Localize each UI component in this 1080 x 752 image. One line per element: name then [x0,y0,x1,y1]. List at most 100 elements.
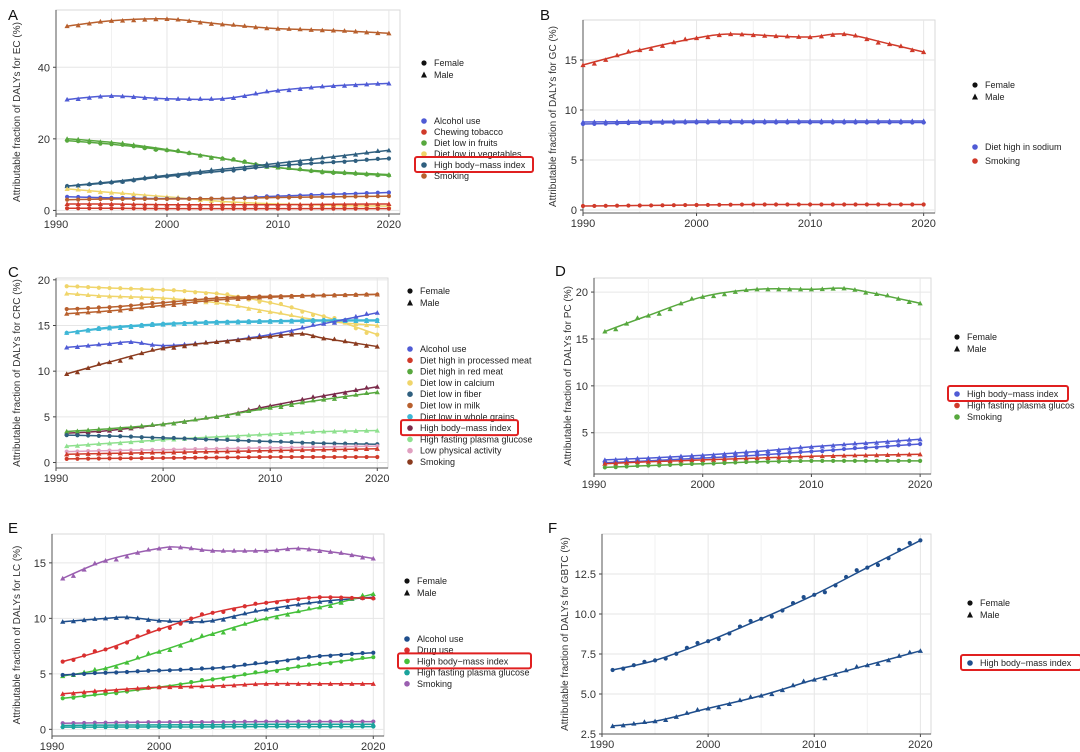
series-marker-triangle [210,631,216,636]
series-marker-circle [353,206,358,211]
series-marker-circle [278,454,284,460]
series-marker-circle [852,445,858,451]
series-marker-triangle [353,446,359,452]
series-marker-circle [235,455,241,460]
series-marker-triangle [787,286,793,292]
series-marker-triangle [64,311,70,316]
series-marker-triangle [128,339,134,345]
legend-risk-marker [407,459,413,465]
series-marker-circle [320,160,325,165]
series-marker-triangle [830,285,836,291]
series-marker-triangle [338,681,344,686]
series-marker-circle [242,196,247,201]
x-tick-label: 2000 [155,219,179,231]
series-marker-circle [296,664,301,669]
series-marker-circle [87,197,92,202]
series-marker-circle [353,171,358,176]
series-marker-triangle [843,667,849,673]
legend-risk-marker [421,162,427,168]
series-marker-triangle [364,149,370,155]
series-marker-circle [342,159,347,164]
series-marker-circle [310,444,316,450]
series-marker-triangle [363,446,370,451]
legend-risk-marker [407,357,413,364]
series-marker-circle [193,447,198,452]
series-marker-circle [92,692,97,697]
series-marker-circle [296,724,301,729]
series-marker-circle [178,724,183,729]
series-marker-triangle [142,16,148,22]
series-marker-triangle [214,320,220,325]
series-marker-triangle [841,285,847,291]
series-marker-triangle [317,548,323,554]
series-marker-triangle [253,90,259,96]
series-marker-triangle [74,451,81,457]
series-marker-circle [349,651,354,657]
series-marker-circle [694,202,699,208]
series-marker-triangle [224,300,230,306]
series-marker-circle [131,144,136,149]
series-marker-triangle [74,428,81,434]
series-marker-triangle [113,687,119,693]
series-marker-triangle [135,654,141,660]
series-marker-circle [96,433,101,438]
legend-male-marker [407,299,413,306]
series-marker-triangle [310,394,316,399]
legend-risk-marker [407,368,413,375]
series-marker-circle [635,463,640,468]
series-marker-triangle [319,201,325,207]
series-marker-circle [75,306,80,311]
series-marker-triangle [754,286,760,292]
series-marker-circle [160,300,166,305]
series-marker-triangle [875,661,881,666]
series-marker-triangle [321,335,327,341]
legend-sex-label: Male [985,92,1005,102]
series-marker-circle [164,196,170,202]
legend-female-marker [967,600,973,606]
series-marker-circle [624,464,629,469]
series-marker-circle [678,462,684,467]
series-marker-circle [153,206,158,211]
series-marker-triangle [106,450,113,456]
series-marker-circle [898,120,904,125]
series-marker-circle [706,639,711,644]
y-axis-title: Attributable fraction of DALYs for GC (%… [548,26,559,207]
series-marker-circle [898,202,904,207]
series-marker-circle [286,163,292,168]
series-marker-circle [114,645,119,650]
series-marker-triangle [256,308,263,314]
series-marker-circle [812,592,817,597]
series-marker-circle [339,652,344,658]
series-marker-circle [131,206,136,211]
series-marker-triangle [299,324,305,330]
series-marker-circle [82,653,87,658]
legend-sex-label: Male [967,344,987,354]
series-marker-circle [210,610,215,615]
series-marker-triangle [349,681,355,686]
series-marker-circle [785,202,790,207]
series-marker-triangle [117,450,123,456]
series-marker-circle [885,458,890,463]
series-marker-circle [203,455,209,460]
series-marker-circle [257,299,262,304]
y-tick-label: 10 [576,381,588,393]
series-marker-circle [321,454,326,460]
series-marker-triangle [321,428,327,434]
series-marker-circle [64,206,70,211]
series-marker-circle [120,142,125,147]
series-marker-triangle [160,342,166,348]
series-marker-circle [320,206,325,211]
series-marker-triangle [252,681,259,687]
series-marker-circle [918,441,923,447]
plot-frame [51,533,385,737]
series-marker-triangle [242,199,248,205]
series-marker-circle [910,202,915,207]
series-marker-circle [198,170,203,176]
series-marker-circle [164,174,170,179]
series-marker-circle [309,168,314,174]
series-marker-triangle [625,48,632,54]
series-marker-circle [603,121,608,126]
series-marker-triangle [830,32,836,37]
series-marker-triangle [242,93,248,98]
series-marker-circle [300,445,305,450]
